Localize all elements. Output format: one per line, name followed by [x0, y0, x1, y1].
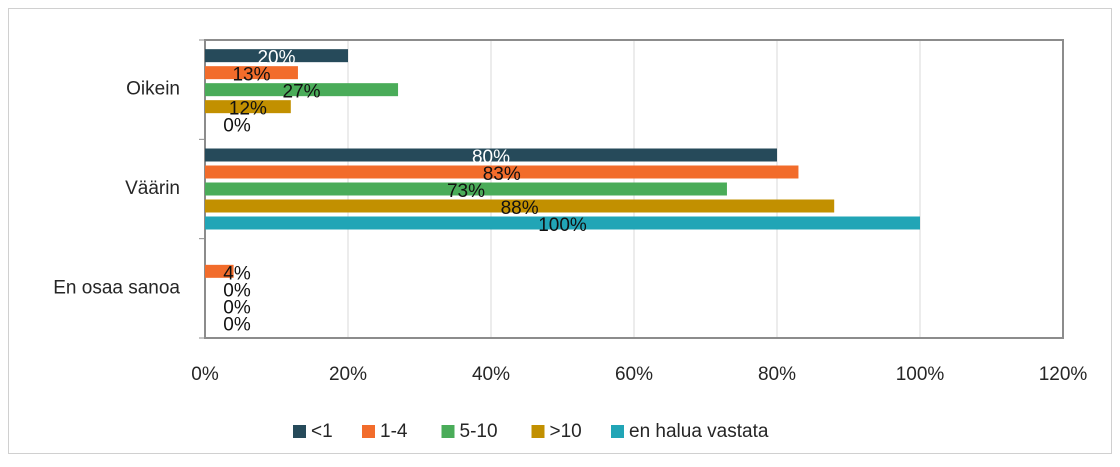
y-tick-label: Väärin	[125, 178, 180, 199]
x-tick-label: 0%	[191, 364, 219, 385]
data-label: 80%	[472, 147, 510, 168]
x-tick-label: 60%	[615, 364, 653, 385]
x-tick-label: 100%	[896, 364, 945, 385]
legend-swatch	[362, 425, 375, 438]
legend-swatch	[611, 425, 624, 438]
bar	[205, 264, 234, 278]
bar	[205, 100, 291, 114]
bar	[205, 165, 799, 179]
legend-swatch	[441, 425, 455, 438]
y-tick-label: En osaa sanoa	[53, 277, 180, 298]
bar	[205, 199, 835, 213]
bar	[205, 49, 348, 63]
data-label: 73%	[447, 181, 485, 202]
data-label: 4%	[223, 263, 251, 284]
bar	[205, 182, 727, 196]
data-label: 20%	[257, 48, 295, 69]
legend-label: 1-4	[380, 421, 408, 442]
legend-label: <1	[311, 421, 333, 442]
bar	[205, 66, 298, 80]
data-label: 100%	[538, 215, 587, 236]
data-label: 0%	[223, 116, 251, 137]
data-label: 88%	[501, 198, 539, 219]
x-tick-label: 40%	[472, 364, 510, 385]
legend-label: en halua vastata	[629, 421, 769, 442]
x-tick-label: 80%	[758, 364, 796, 385]
legend-label: 5-10	[460, 421, 498, 442]
data-label: 0%	[223, 314, 251, 335]
legend-swatch	[293, 425, 306, 438]
x-tick-label: 20%	[329, 364, 367, 385]
bar	[205, 216, 920, 230]
data-label: 0%	[223, 297, 251, 318]
legend-label: >10	[550, 421, 582, 442]
x-tick-label: 120%	[1039, 364, 1088, 385]
bar	[205, 148, 777, 162]
data-label: 27%	[283, 82, 321, 103]
data-label: 12%	[229, 99, 267, 120]
data-label: 13%	[232, 65, 270, 86]
data-label: 0%	[223, 280, 251, 301]
bar	[205, 83, 399, 97]
y-tick-label: Oikein	[126, 79, 180, 100]
legend-swatch	[531, 425, 545, 438]
chart-frame	[8, 8, 1112, 454]
data-label: 83%	[483, 164, 521, 185]
